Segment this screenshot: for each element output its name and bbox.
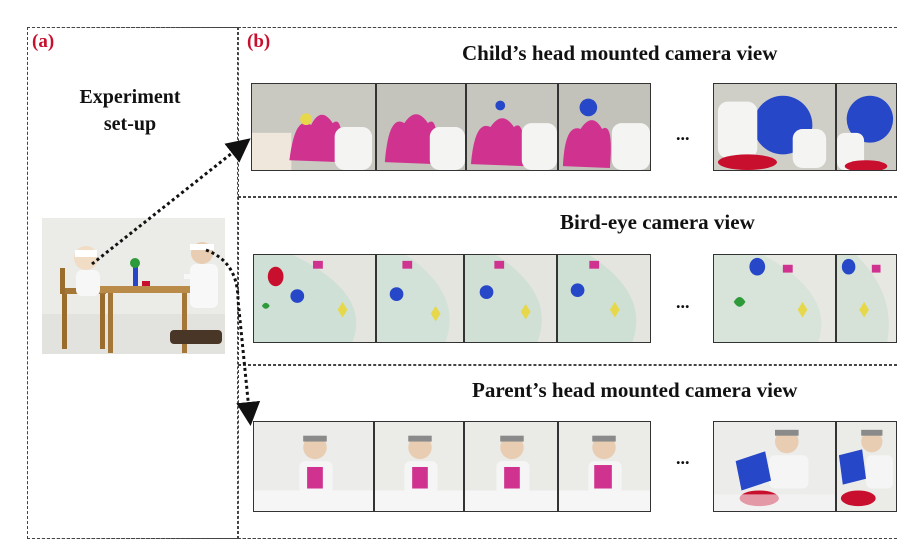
panel-b-label: (b) (247, 31, 271, 52)
parent-view-frame-3 (464, 421, 558, 512)
row-3-ellipsis: ... (676, 448, 690, 468)
bird-view-frame-6 (836, 254, 897, 343)
child-view-frame-1 (251, 83, 376, 171)
parent-view-frame-2 (374, 421, 464, 512)
bird-view-frame-1 (253, 254, 376, 343)
panel-a-title: Experiment set-up (79, 86, 181, 135)
row-2-title: Bird-eye camera view (560, 210, 755, 234)
panel-a-label: (a) (32, 31, 55, 52)
panel-b-row-1 (238, 27, 897, 197)
child-view-frame-3 (466, 83, 558, 171)
child-view-frame-4 (558, 83, 651, 171)
bird-view-frame-5 (713, 254, 836, 343)
parent-view-frame-5 (713, 421, 836, 512)
child-view-frame-5 (713, 83, 836, 171)
bird-view-frame-2 (376, 254, 464, 343)
row-1-ellipsis: ... (676, 124, 690, 144)
panel-b-row-3 (238, 365, 897, 539)
parent-view-frame-1 (253, 421, 374, 512)
parent-view-frame-6 (836, 421, 897, 512)
row-3-title: Parent’s head mounted camera view (472, 378, 798, 402)
bird-view-frame-3 (464, 254, 557, 343)
bird-view-frame-4 (557, 254, 651, 343)
row-1-title: Child’s head mounted camera view (462, 41, 778, 65)
parent-view-frame-4 (558, 421, 651, 512)
row-2-ellipsis: ... (676, 292, 690, 312)
child-view-frame-6 (836, 83, 897, 171)
experiment-setup-photo (42, 218, 225, 354)
child-view-frame-2 (376, 83, 466, 171)
